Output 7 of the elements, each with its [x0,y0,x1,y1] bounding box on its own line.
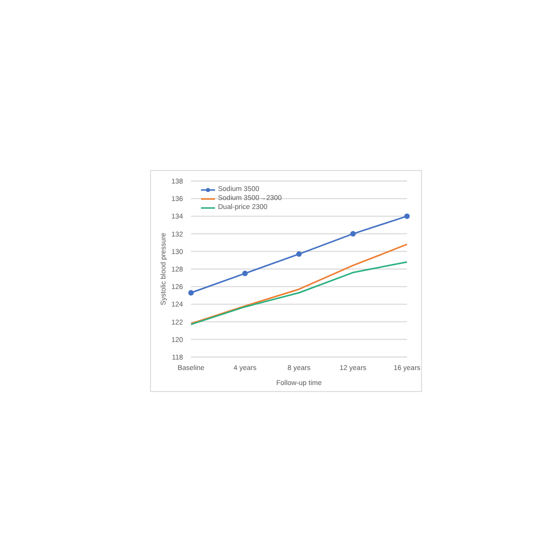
point [404,213,410,219]
point [188,290,194,296]
point [350,231,356,237]
line-series [190,261,408,326]
point [242,270,248,276]
line-series [190,244,408,324]
point [296,251,302,257]
